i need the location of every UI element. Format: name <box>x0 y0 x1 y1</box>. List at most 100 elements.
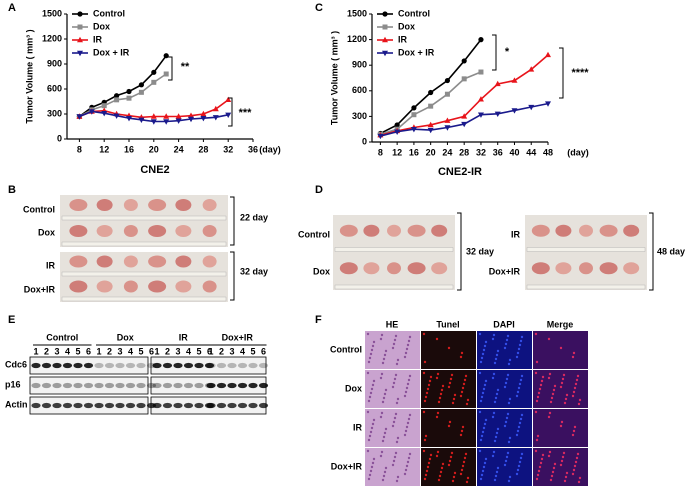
cell <box>496 388 500 392</box>
band <box>146 382 157 389</box>
ruler <box>526 284 646 290</box>
cell <box>573 425 577 429</box>
cell <box>483 383 487 387</box>
cell <box>383 470 387 474</box>
micrograph <box>477 370 532 408</box>
lane-number: 1 <box>33 346 38 356</box>
point <box>382 24 388 30</box>
cell <box>563 479 567 483</box>
band <box>152 382 162 389</box>
band <box>173 382 183 389</box>
band <box>227 382 237 389</box>
cell <box>504 342 508 346</box>
cell <box>380 333 384 337</box>
cell <box>537 391 541 395</box>
ruler <box>526 247 646 252</box>
point <box>101 103 107 109</box>
panel-letter: F <box>315 314 322 326</box>
micrograph <box>421 331 476 369</box>
tumor <box>363 224 380 237</box>
point <box>77 36 83 43</box>
cell <box>379 376 383 380</box>
column-label: HE <box>386 319 399 329</box>
cell <box>450 451 454 455</box>
group-label: IR <box>179 332 189 342</box>
x-tick-label: 8 <box>378 147 383 157</box>
band <box>194 402 204 409</box>
lane-number: 2 <box>219 346 224 356</box>
cell <box>372 457 376 461</box>
cell <box>382 474 386 478</box>
band <box>73 362 83 369</box>
tumor <box>555 224 572 237</box>
cell <box>506 451 510 455</box>
point <box>411 105 417 111</box>
band <box>31 362 41 369</box>
cell <box>366 332 370 336</box>
cell <box>395 362 399 366</box>
cell <box>403 472 407 476</box>
cell <box>519 339 523 343</box>
cell <box>382 396 386 400</box>
cell <box>562 373 566 377</box>
x-tick-label: 20 <box>149 144 159 154</box>
legend-label: Dox + IR <box>398 47 435 57</box>
micrograph <box>533 409 588 447</box>
cell <box>559 346 563 350</box>
tumor <box>96 280 113 293</box>
cell <box>484 379 488 383</box>
lane-number: 4 <box>128 346 133 356</box>
band <box>136 382 146 389</box>
x-tick-label: 40 <box>509 147 519 157</box>
tumor <box>387 224 401 237</box>
legend-label: IR <box>93 34 103 44</box>
cell <box>368 395 372 399</box>
band <box>62 402 73 409</box>
cell <box>517 347 521 351</box>
tumor <box>363 262 380 275</box>
cell <box>505 338 509 342</box>
point <box>382 50 388 57</box>
band <box>227 362 237 369</box>
cell <box>406 421 410 425</box>
band <box>248 402 258 409</box>
y-tick-label: 1500 <box>347 8 367 18</box>
band <box>162 382 173 389</box>
cell <box>578 398 582 402</box>
cell <box>428 379 432 383</box>
cell <box>383 353 387 357</box>
point <box>428 89 434 96</box>
cell <box>425 469 429 473</box>
bracket <box>457 212 462 291</box>
bracket <box>228 97 233 127</box>
cell <box>495 470 499 474</box>
micrograph <box>421 409 476 447</box>
cell <box>495 353 499 357</box>
cell <box>466 398 470 402</box>
cell <box>479 477 483 481</box>
point <box>394 122 400 128</box>
cell <box>404 390 408 394</box>
point <box>411 112 417 118</box>
row-label: Control <box>298 229 330 239</box>
cell <box>571 433 575 437</box>
band <box>152 402 162 409</box>
cell <box>548 411 552 415</box>
lane-number: 6 <box>207 346 212 356</box>
x-axis-label: (day) <box>259 144 281 154</box>
cell <box>481 352 485 356</box>
cell <box>548 450 552 454</box>
cell <box>493 439 497 443</box>
cell <box>506 373 510 377</box>
cell <box>448 381 452 385</box>
band <box>31 382 41 389</box>
day-label: 22 day <box>240 212 268 222</box>
cell <box>577 480 581 484</box>
band <box>104 362 115 369</box>
cell <box>508 358 512 362</box>
cell <box>562 451 566 455</box>
panel-letter: B <box>8 184 16 196</box>
cell <box>427 383 431 387</box>
cell <box>572 468 576 472</box>
cell <box>575 456 579 460</box>
